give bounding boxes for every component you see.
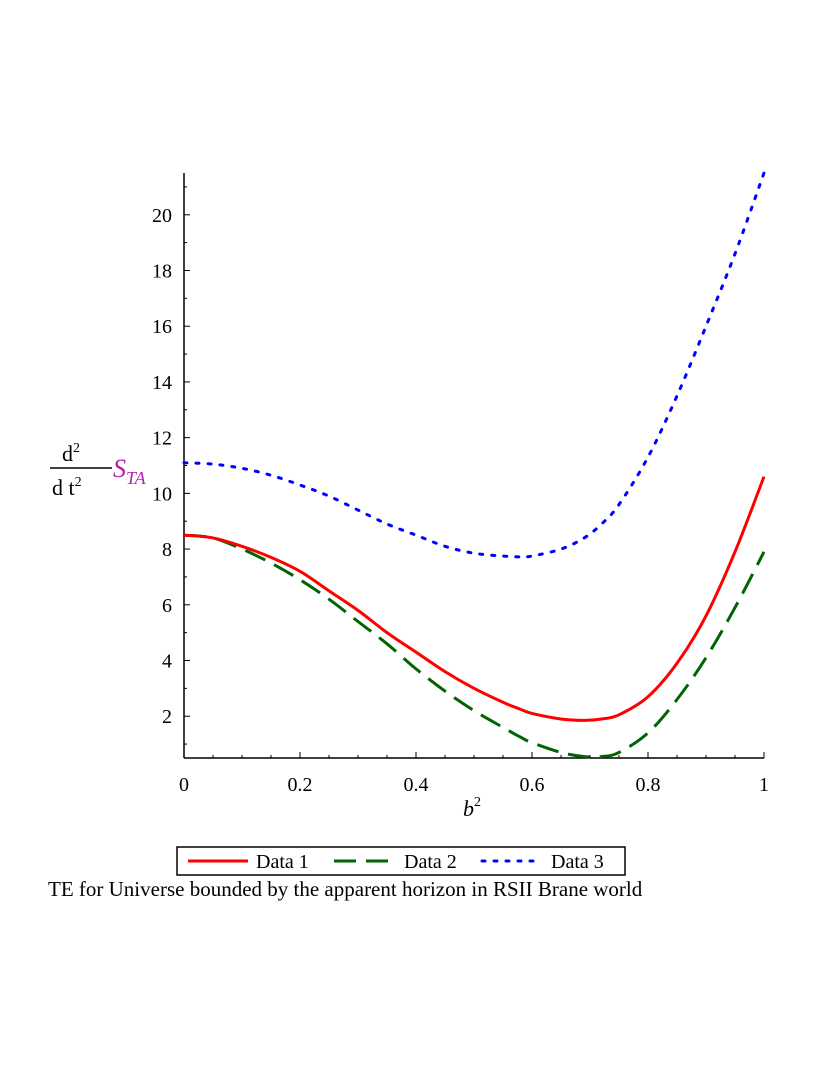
- x-tick-label: 0.4: [404, 774, 429, 796]
- legend-label-data-2: Data 2: [404, 851, 457, 873]
- x-tick-label: 0: [179, 774, 189, 796]
- y-tick-label: 12: [152, 428, 172, 450]
- y-tick-label: 18: [152, 261, 172, 283]
- series-layer: [182, 171, 766, 759]
- series-line-data-3: [182, 171, 766, 559]
- svg-text:STA: STA: [113, 454, 147, 488]
- x-tick-label: 0.6: [520, 774, 545, 796]
- y-tick-label: 8: [162, 539, 172, 561]
- y-tick-label: 20: [152, 205, 172, 227]
- series-line-data-1: [183, 476, 766, 722]
- legend-box: [176, 846, 626, 876]
- svg-text:d t2: d t2: [52, 475, 82, 500]
- y-tick-label: 4: [162, 651, 172, 673]
- x-tick-label: 1: [759, 774, 769, 796]
- series-line-data-2: [183, 533, 766, 759]
- legend: Data 1 Data 2 Data 3: [176, 846, 626, 876]
- y-tick-label: 2: [162, 706, 172, 728]
- y-tick-label: 14: [152, 372, 172, 394]
- y-tick-label: 10: [152, 483, 172, 505]
- y-tick-label: 6: [162, 595, 172, 617]
- axes: [183, 173, 764, 759]
- x-tick-label: 0.8: [636, 774, 661, 796]
- x-axis-label: b2: [463, 795, 481, 821]
- y-tick-label: 16: [152, 316, 172, 338]
- chart-caption: TE for Universe bounded by the apparent …: [48, 877, 643, 901]
- legend-label-data-1: Data 1: [256, 851, 309, 873]
- legend-label-data-3: Data 3: [551, 851, 604, 873]
- x-tick-label: 0.2: [288, 774, 313, 796]
- y-axis-label: d2 d t2 STA: [50, 441, 147, 500]
- svg-text:d2: d2: [62, 441, 80, 466]
